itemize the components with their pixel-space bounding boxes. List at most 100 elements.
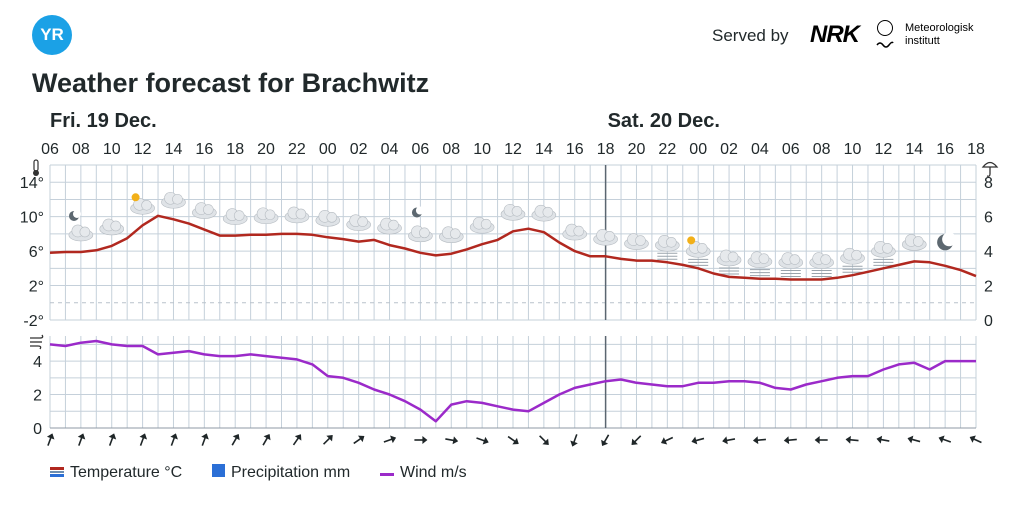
cloud-icon <box>438 226 464 243</box>
temp-tick-label: -2° <box>23 313 44 330</box>
precip-tick-label: 6 <box>984 210 993 227</box>
hour-label: 02 <box>720 141 738 158</box>
cloud-icon <box>500 204 526 221</box>
wind-arrow-icon <box>353 435 365 445</box>
legend-precipitation[interactable]: Precipitation mm <box>212 464 350 482</box>
cloud-icon <box>747 251 773 268</box>
hour-label: 14 <box>905 141 923 158</box>
wind-arrow-icon <box>383 435 397 444</box>
met-logo-line2: institutt <box>905 35 940 47</box>
wind-arrow-icon <box>507 435 519 445</box>
hour-label: 18 <box>226 141 244 158</box>
precip-tick-label: 2 <box>984 279 993 296</box>
wind-axis-icon <box>30 334 44 350</box>
hour-label: 20 <box>257 141 275 158</box>
legend-temperature[interactable]: Temperature °C <box>50 464 182 482</box>
hour-label: 04 <box>381 141 399 158</box>
cloud-icon <box>192 202 217 219</box>
wind-arrow-icon <box>845 435 859 444</box>
legend-temperature-label: Temperature °C <box>70 464 183 481</box>
legend-wind[interactable]: Wind m/s <box>380 464 467 482</box>
moon-icon <box>937 232 957 251</box>
hour-label: 14 <box>535 141 553 158</box>
cloud-icon <box>716 249 742 267</box>
day-label: Fri. 19 Dec. <box>50 110 157 132</box>
cloud-icon <box>840 247 865 265</box>
day-label: Sat. 20 Dec. <box>608 110 720 132</box>
hour-label: 18 <box>597 141 615 158</box>
hour-label: 18 <box>967 141 985 158</box>
cloud-icon <box>346 214 371 231</box>
wind-arrow-icon <box>660 436 674 445</box>
legend-wind-label: Wind m/s <box>400 464 467 481</box>
precip-tick-label: 4 <box>984 244 993 261</box>
cloud-icon <box>130 197 155 215</box>
hour-label: 16 <box>566 141 584 158</box>
cloud-icon <box>901 234 927 251</box>
hour-label: 00 <box>689 141 707 158</box>
met-logo-line1: Meteorologisk <box>905 22 974 34</box>
temp-tick-label: 6° <box>29 244 44 261</box>
hour-label: 20 <box>628 141 646 158</box>
hour-label: 02 <box>350 141 368 158</box>
served-by-label: Served by <box>712 26 789 45</box>
hour-label: 10 <box>103 141 121 158</box>
precip-tick-label: 0 <box>984 313 993 330</box>
cloud-icon <box>377 217 402 235</box>
cloud-icon <box>655 235 680 252</box>
met-logo-text[interactable]: Meteorologisk institutt <box>905 22 973 48</box>
wind-arrows <box>46 433 982 447</box>
temperature-legend-icon <box>50 464 64 482</box>
sun-icon <box>131 193 140 202</box>
wind-arrow-icon <box>170 433 178 446</box>
cloud-icon <box>871 241 896 258</box>
moon-icon <box>69 209 81 221</box>
cloud-icon <box>315 210 341 227</box>
wind-legend-icon <box>380 464 394 482</box>
cloud-icon <box>531 204 557 222</box>
hour-label: 14 <box>165 141 183 158</box>
hour-label: 12 <box>875 141 893 158</box>
hour-label: 16 <box>936 141 954 158</box>
umbrella-icon <box>981 161 999 177</box>
wind-arrow-icon <box>691 436 705 445</box>
wind-arrow-icon <box>445 436 459 445</box>
yr-logo[interactable]: YR <box>32 15 72 55</box>
wind-arrow-icon <box>601 434 610 447</box>
wind-arrow-icon <box>292 434 302 446</box>
hour-label: 10 <box>844 141 862 158</box>
wind-arrow-icon <box>414 436 428 444</box>
hour-label: 10 <box>473 141 491 158</box>
hour-label: 08 <box>72 141 90 158</box>
precip-tick-label: 8 <box>984 175 993 192</box>
precipitation-legend-icon <box>212 464 225 482</box>
wind-arrow-icon <box>46 433 55 446</box>
wind-arrow-icon <box>907 435 921 444</box>
hour-label: 12 <box>504 141 522 158</box>
temp-tick-label: 10° <box>20 210 44 227</box>
hour-label: 22 <box>288 141 306 158</box>
wind-arrow-icon <box>752 436 766 445</box>
temperature-line <box>49 214 977 281</box>
hour-label: 08 <box>442 141 460 158</box>
cloud-icon <box>68 224 94 242</box>
cloud-icon <box>408 225 433 243</box>
legend-precipitation-label: Precipitation mm <box>231 464 351 481</box>
wind-arrow-icon <box>476 436 489 445</box>
cloud-icon <box>284 206 310 224</box>
hour-label: 12 <box>134 141 152 158</box>
cloud-icon <box>99 218 125 236</box>
cloud-icon <box>562 223 588 241</box>
chart-labels: Fri. 19 Dec.Sat. 20 Dec.Sun. 21 Dec.0608… <box>20 110 999 438</box>
nrk-logo[interactable]: NRK <box>810 21 860 48</box>
page-title: Weather forecast for Brachwitz <box>32 68 430 98</box>
weather-icons <box>68 191 957 278</box>
wind-tick-label: 0 <box>33 421 42 438</box>
wind-arrow-icon <box>938 435 952 444</box>
wind-arrow-icon <box>262 433 271 446</box>
hour-label: 08 <box>813 141 831 158</box>
cloud-icon <box>469 216 495 234</box>
temp-tick-label: 2° <box>29 279 44 296</box>
yr-logo-text: YR <box>40 25 64 44</box>
